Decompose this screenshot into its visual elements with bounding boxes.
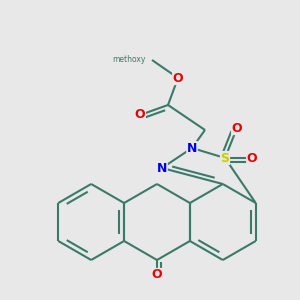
Text: O: O bbox=[135, 109, 145, 122]
Text: O: O bbox=[232, 122, 242, 134]
Text: O: O bbox=[247, 152, 257, 164]
Text: O: O bbox=[152, 268, 162, 281]
Text: N: N bbox=[187, 142, 197, 154]
Text: O: O bbox=[173, 71, 183, 85]
Text: methoxy: methoxy bbox=[112, 56, 146, 64]
Text: N: N bbox=[157, 161, 167, 175]
Text: S: S bbox=[220, 152, 230, 164]
